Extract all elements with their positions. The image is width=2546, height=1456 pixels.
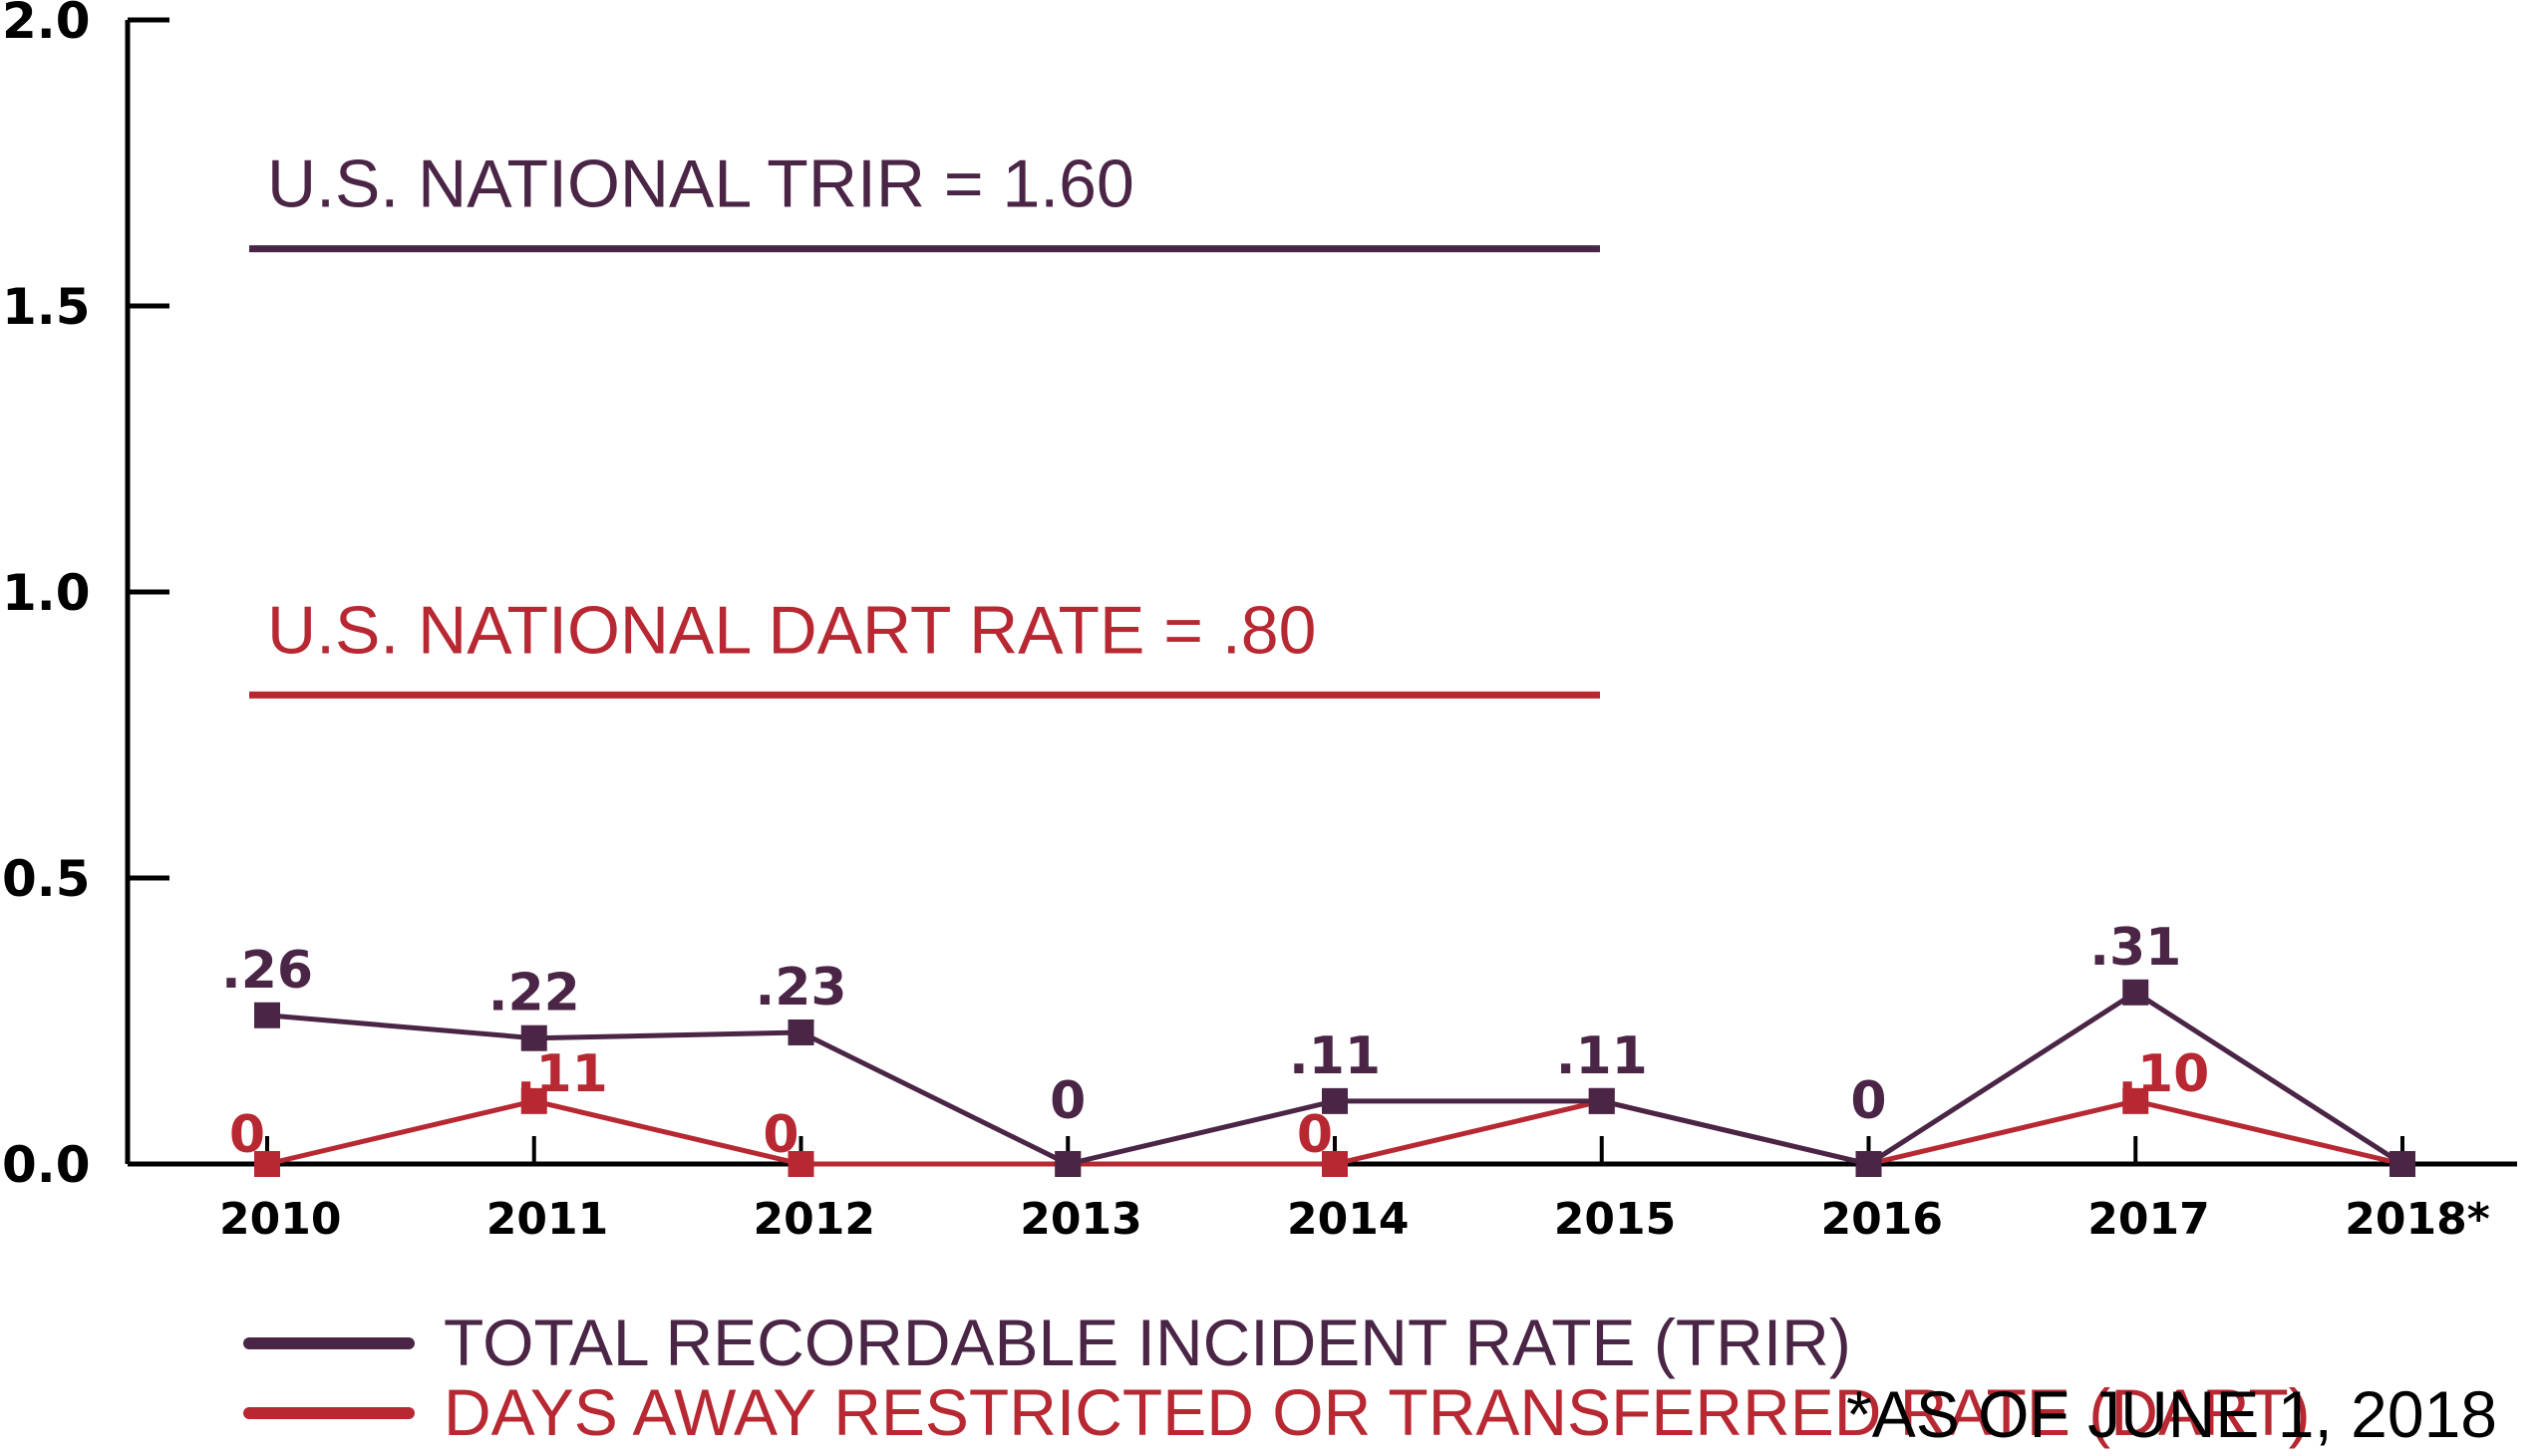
chart-axes: 0.0 0.5 1.0 1.5 2.0 2010 2011 2012 2013 2014 2015 2… [2, 0, 2517, 1245]
reference-label-trir: U.S. NATIONAL TRIR = 1.60 [267, 146, 1134, 222]
marker-dart [2122, 1087, 2149, 1114]
footnote: *AS OF JUNE 1, 2018 [1846, 1377, 2497, 1451]
data-labels: .26 .22 .23 0 .11 .11 0 .31 0 .11 0 0 .10 [221, 918, 2209, 1165]
marker-trir [788, 1019, 814, 1045]
data-label-trir: .22 [488, 964, 580, 1023]
reference-lines: U.S. NATIONAL TRIR = 1.60 U.S. NATIONAL D… [249, 146, 1600, 699]
data-label-dart: .10 [2117, 1044, 2209, 1104]
marker-trir [1055, 1151, 1082, 1177]
marker-dart [520, 1087, 547, 1114]
marker-dart [254, 1151, 280, 1177]
x-tick-label: 2018* [2345, 1194, 2489, 1245]
marker-trir [2122, 979, 2149, 1006]
x-tick-label: 2015 [1554, 1194, 1676, 1245]
legend-label-dart: DAYS AWAY RESTRICTED OR TRANSFERRED RATE… [444, 1375, 2311, 1449]
marker-dart [1322, 1151, 1348, 1177]
marker-trir [2389, 1151, 2415, 1177]
x-tick-label: 2017 [2087, 1194, 2209, 1245]
legend: TOTAL RECORDABLE INCIDENT RATE (TRIR)DAY… [243, 1306, 2311, 1449]
y-tick-label: 0.0 [2, 1136, 91, 1194]
data-markers [254, 979, 2415, 1177]
y-tick-label: 1.0 [2, 564, 91, 622]
reference-label-dart: U.S. NATIONAL DART RATE = .80 [267, 592, 1316, 668]
marker-dart [788, 1151, 814, 1177]
data-label-trir: .26 [221, 941, 313, 1001]
marker-trir [1322, 1087, 1348, 1114]
data-label-dart: .11 [516, 1044, 608, 1104]
y-tick-label: 1.5 [2, 278, 91, 336]
x-tick-label: 2016 [1821, 1194, 1943, 1245]
data-label-trir: .31 [2089, 918, 2181, 978]
data-label-trir: 0 [1850, 1071, 1886, 1131]
data-label-trir: .11 [1556, 1026, 1648, 1086]
marker-trir [1855, 1151, 1882, 1177]
marker-trir [254, 1002, 280, 1028]
y-tick-label: 2.0 [2, 0, 91, 50]
data-label-trir: .11 [1289, 1026, 1381, 1086]
x-tick-label: 2010 [219, 1194, 341, 1245]
data-label-dart: 0 [763, 1105, 798, 1165]
y-tick-label: 0.5 [2, 850, 91, 908]
x-tick-label: 2014 [1287, 1194, 1409, 1245]
marker-trir [1588, 1087, 1615, 1114]
marker-trir [520, 1024, 547, 1051]
x-tick-label: 2012 [754, 1194, 875, 1245]
data-label-dart: 0 [229, 1105, 265, 1165]
x-tick-label: 2013 [1020, 1194, 1141, 1245]
data-label-trir: 0 [1050, 1071, 1086, 1131]
legend-label-trir: TOTAL RECORDABLE INCIDENT RATE (TRIR) [444, 1306, 1851, 1379]
data-label-trir: .23 [755, 958, 846, 1018]
data-label-dart: 0 [1297, 1105, 1333, 1165]
x-tick-label: 2011 [486, 1194, 608, 1245]
